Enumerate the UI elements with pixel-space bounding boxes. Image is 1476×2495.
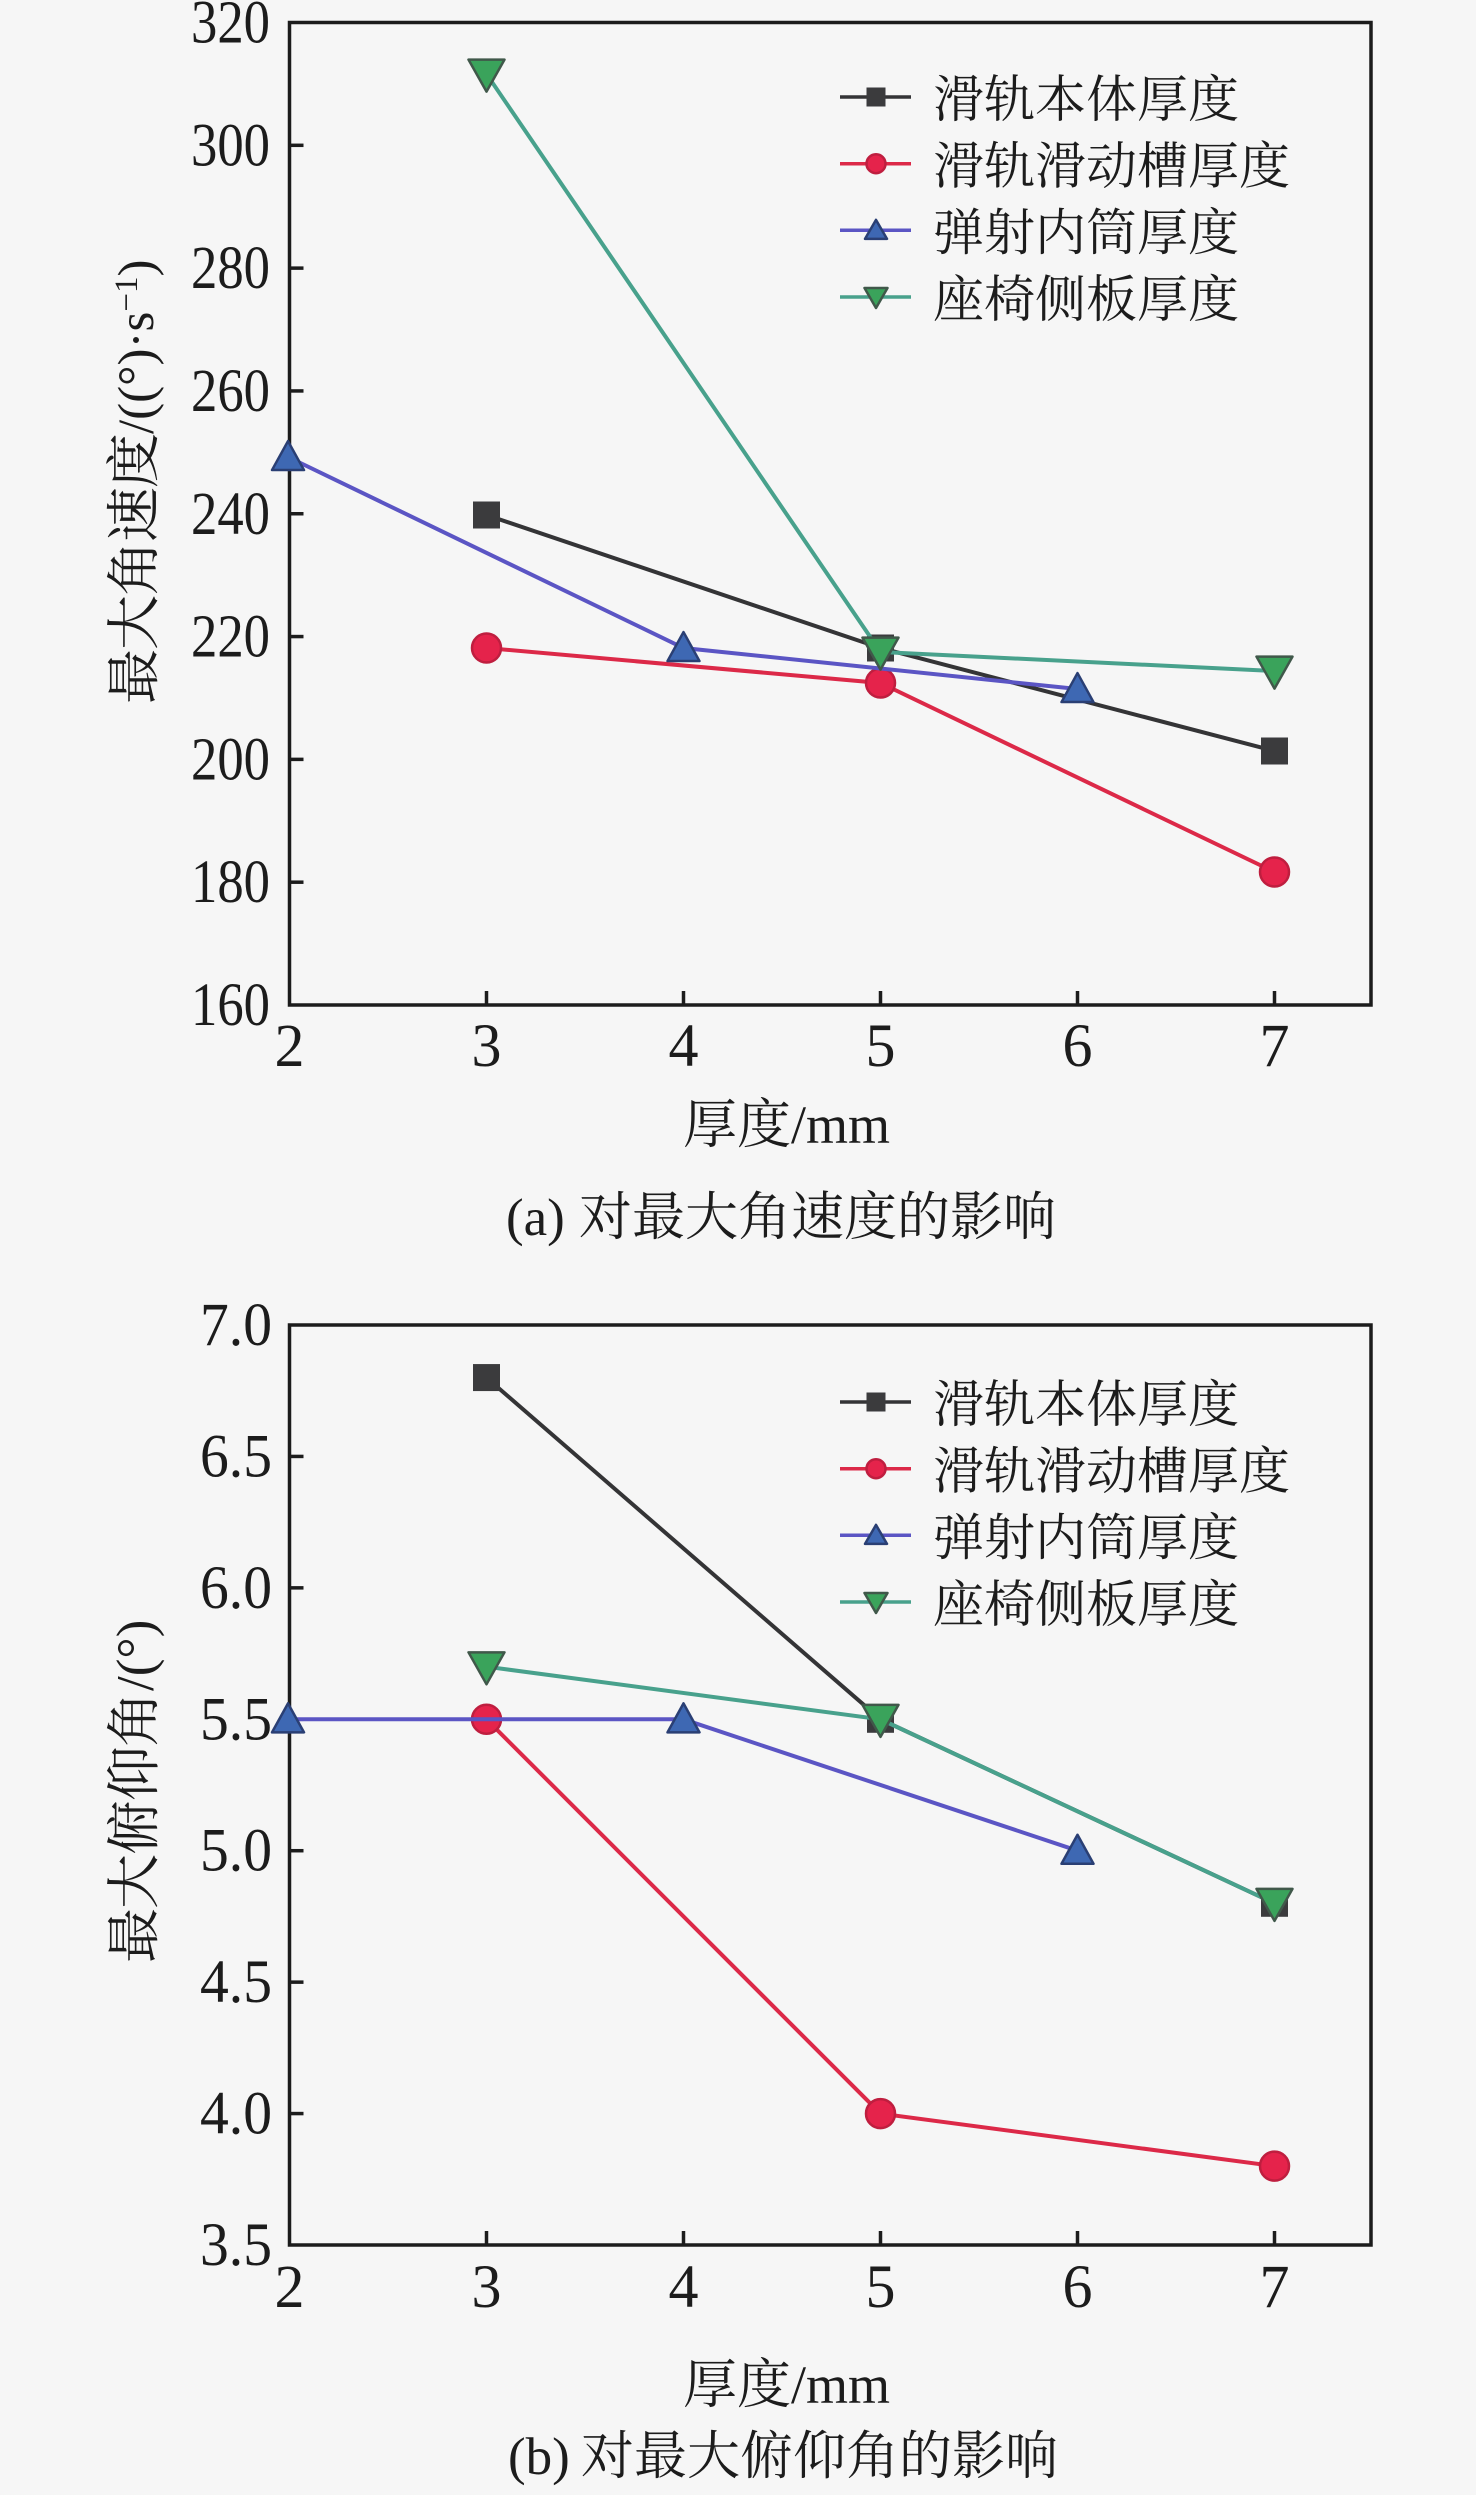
- svg-text:7: 7: [1260, 1013, 1290, 1080]
- svg-text:300: 300: [191, 112, 270, 179]
- svg-text:3: 3: [472, 1013, 502, 1080]
- svg-text:/(°): /(°): [107, 1620, 165, 1691]
- svg-text:5.0: 5.0: [200, 1818, 272, 1885]
- svg-text:5.5: 5.5: [200, 1686, 272, 1753]
- svg-text:3.5: 3.5: [200, 2212, 272, 2279]
- svg-text:2: 2: [275, 2254, 305, 2321]
- svg-text:6.0: 6.0: [200, 1555, 272, 1622]
- svg-text:/mm: /mm: [791, 2355, 890, 2415]
- svg-text:6.5: 6.5: [200, 1423, 272, 1490]
- svg-text:320: 320: [191, 0, 270, 57]
- svg-text:4: 4: [669, 1013, 699, 1080]
- svg-text:(a): (a): [506, 1189, 565, 1247]
- svg-text:280: 280: [191, 235, 270, 302]
- svg-text:160: 160: [191, 972, 270, 1039]
- svg-text:5: 5: [866, 2254, 896, 2321]
- svg-text:5: 5: [866, 1013, 896, 1080]
- svg-text:180: 180: [191, 849, 270, 916]
- svg-text:4: 4: [669, 2254, 699, 2321]
- svg-text:4.0: 4.0: [200, 2081, 272, 2148]
- svg-text:7: 7: [1260, 2254, 1290, 2321]
- svg-text:/mm: /mm: [791, 1095, 890, 1155]
- svg-text:260: 260: [191, 358, 270, 425]
- svg-text:240: 240: [191, 481, 270, 548]
- svg-text:6: 6: [1063, 2254, 1093, 2321]
- svg-text:200: 200: [191, 726, 270, 793]
- svg-text:/((°)·s−1): /((°)·s−1): [109, 260, 165, 434]
- svg-text:7.0: 7.0: [200, 1292, 272, 1359]
- svg-text:2: 2: [275, 1013, 305, 1080]
- svg-text:220: 220: [191, 604, 270, 671]
- svg-text:(b): (b): [508, 2428, 570, 2486]
- svg-text:6: 6: [1063, 1013, 1093, 1080]
- svg-text:3: 3: [472, 2254, 502, 2321]
- svg-text:4.5: 4.5: [200, 1949, 272, 2016]
